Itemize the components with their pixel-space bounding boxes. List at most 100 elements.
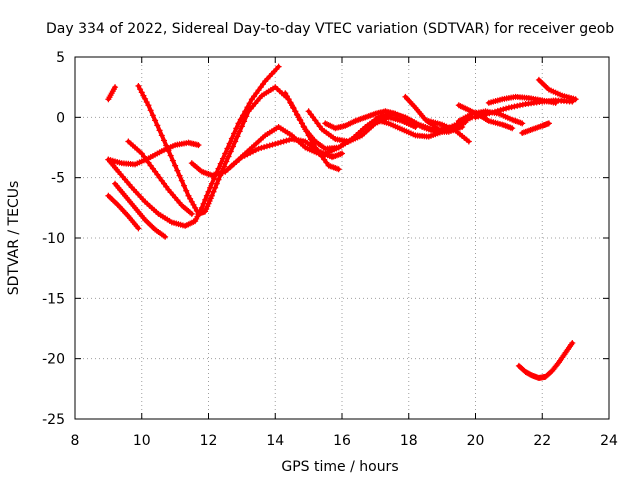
data-point (307, 111, 314, 118)
data-point (138, 150, 145, 157)
data-point (272, 140, 279, 147)
data-point (285, 96, 292, 103)
data-point (509, 125, 516, 132)
data-point (154, 122, 161, 129)
data-point (135, 82, 142, 89)
data-point (137, 86, 144, 93)
series-arc-11 (305, 108, 419, 145)
data-point (569, 339, 576, 346)
data-point (244, 104, 251, 111)
data-point (312, 117, 319, 124)
y-tick-label: 0 (56, 110, 65, 126)
data-point (174, 167, 181, 174)
data-point (205, 188, 212, 195)
data-point (149, 112, 156, 119)
data-point (545, 120, 552, 127)
data-point (288, 102, 295, 109)
data-point (212, 184, 219, 191)
data-point (181, 182, 188, 189)
data-point (514, 102, 521, 109)
data-point (202, 208, 209, 215)
data-point (167, 152, 174, 159)
x-tick-label: 8 (71, 433, 80, 449)
data-point (169, 157, 176, 164)
data-point (321, 156, 328, 163)
data-point (217, 160, 224, 167)
data-point (255, 87, 262, 94)
data-point (185, 192, 192, 199)
series-arc-19 (485, 93, 559, 106)
data-point (251, 93, 258, 100)
data-point (503, 105, 510, 112)
data-point (203, 192, 210, 199)
data-point (508, 104, 515, 111)
y-axis-label: SDTVAR / TECUs (6, 181, 22, 296)
data-point (505, 104, 512, 111)
data-point (163, 183, 170, 190)
data-point (290, 105, 297, 112)
data-point (300, 123, 307, 130)
axis-ticks: 8 10 12 14 16 18 20 22 24 -25 -20 -15 -10 -5 0 5 (42, 50, 618, 449)
data-point (205, 200, 212, 207)
data-point (156, 127, 163, 134)
data-point (297, 117, 304, 124)
series-arc-6 (105, 139, 202, 168)
data-point (228, 135, 235, 142)
data-point (162, 233, 169, 240)
data-point (316, 123, 323, 130)
data-point (138, 89, 145, 96)
series-arc-5 (112, 180, 169, 240)
data-point (295, 114, 302, 121)
x-tick-label: 24 (600, 433, 618, 449)
data-point (239, 112, 246, 119)
data-point (190, 201, 197, 208)
data-point (497, 107, 504, 114)
data-point (263, 143, 270, 150)
data-point (483, 111, 490, 118)
data-point (255, 145, 262, 152)
data-point (161, 137, 167, 144)
data-point (292, 108, 299, 115)
data-point (208, 192, 215, 199)
data-point (511, 103, 518, 110)
y-tick-label: -25 (42, 412, 65, 428)
data-point (147, 162, 154, 169)
data-point (154, 171, 161, 178)
series-arc-7 (125, 138, 195, 217)
series-arc-3 (105, 63, 282, 229)
data-point (234, 133, 241, 140)
data-point (161, 180, 167, 187)
data-point (152, 117, 159, 124)
x-tick-label: 16 (333, 433, 351, 449)
data-point (232, 138, 239, 145)
data-point (286, 136, 293, 143)
data-point (188, 210, 195, 217)
data-point (229, 143, 236, 150)
data-point (257, 84, 264, 91)
data-point (207, 184, 214, 191)
data-point (202, 196, 209, 203)
data-point (152, 168, 159, 175)
data-point (275, 63, 282, 70)
data-point (519, 101, 526, 108)
data-point (200, 200, 207, 207)
chart-title: Day 334 of 2022, Sidereal Day-to-day VTE… (46, 21, 614, 37)
data-point (225, 153, 232, 160)
data-point (283, 93, 290, 100)
data-point (147, 107, 154, 114)
data-point (208, 180, 215, 187)
data-point (500, 106, 507, 113)
data-point (213, 180, 220, 187)
data-point (231, 130, 238, 137)
data-point (140, 153, 147, 160)
data-point (145, 102, 152, 109)
data-point (236, 128, 243, 135)
data-point (241, 118, 248, 125)
data-point (269, 141, 276, 148)
series-arc-1 (105, 84, 119, 103)
x-tick-label: 14 (266, 433, 284, 449)
data-point (491, 108, 498, 115)
x-tick-label: 22 (533, 433, 551, 449)
data-point (221, 163, 228, 170)
